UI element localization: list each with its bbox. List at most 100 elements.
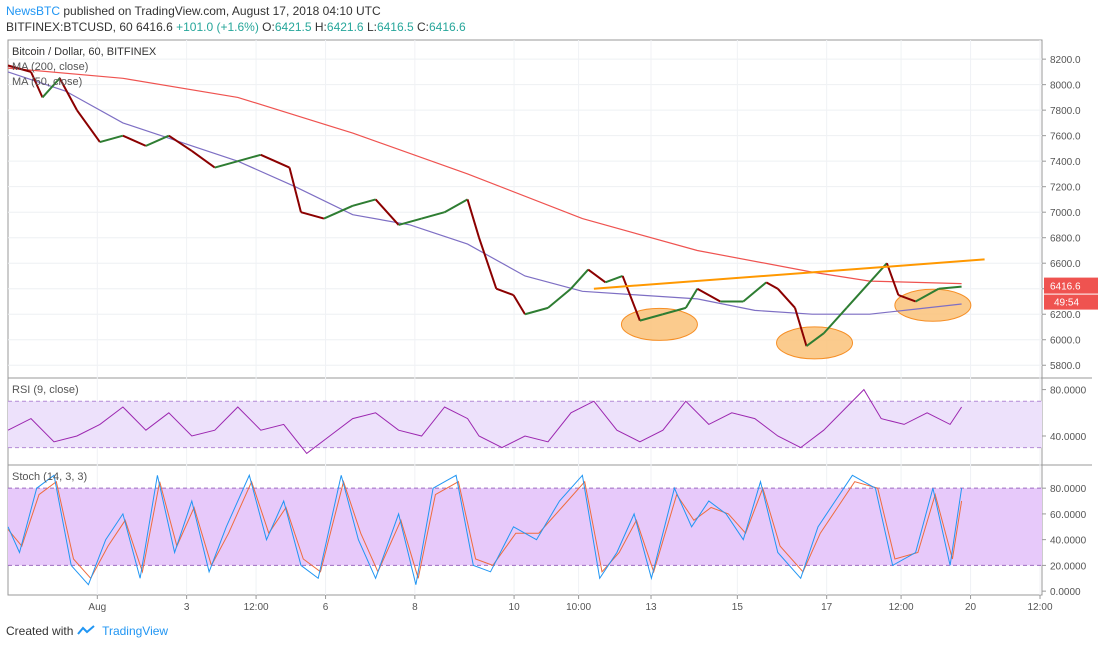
rsi-tick-label: 80.0000	[1050, 386, 1087, 397]
pattern-highlight-ellipse	[776, 326, 854, 360]
price-segment	[587, 268, 607, 284]
stoch-k-line	[7, 473, 963, 586]
close-value: 6416.6	[429, 20, 466, 34]
price-segment	[478, 237, 498, 290]
x-tick-label: 13	[645, 602, 657, 613]
rsi-line	[7, 388, 963, 455]
x-tick-label: 10	[509, 602, 521, 613]
low-label: L:	[366, 20, 377, 34]
price-tick-label: 7600.0	[1050, 132, 1081, 143]
price-segment	[794, 307, 808, 347]
price-segment	[323, 204, 354, 220]
symbol-line: BITFINEX:BTCUSD, 60 6416.6 +101.0 (+1.6%…	[6, 20, 466, 34]
countdown-label: 49:54	[1054, 298, 1079, 309]
price-segment	[466, 199, 481, 238]
x-tick-label: 12:00	[244, 602, 269, 613]
x-tick-label: 20	[965, 602, 977, 613]
stoch-tick-label: 80.0000	[1050, 484, 1087, 495]
high-value: 6421.6	[326, 20, 364, 34]
price-tick-label: 8200.0	[1050, 55, 1081, 66]
price-segment	[805, 332, 825, 347]
pattern-highlight-ellipse	[620, 307, 698, 341]
price-segment	[398, 217, 422, 226]
low-value: 6416.5	[376, 20, 414, 34]
price-segment	[41, 77, 61, 99]
x-tick-label: 6	[323, 602, 329, 613]
chart-header: NewsBTC published on TradingView.com, Au…	[0, 0, 1100, 38]
price-segment	[885, 262, 900, 296]
chart-canvas[interactable]: 8200.0 8000.0 7800.0 7600.0 7400.0 7200.0 7000…	[0, 38, 1100, 618]
price-segment	[777, 288, 796, 309]
last-price-text: 6416.6	[136, 20, 173, 34]
price-segment	[374, 198, 400, 226]
price-segment	[512, 294, 526, 315]
price-segment	[547, 287, 572, 309]
ma-legend-label: MA (200, close)	[12, 61, 88, 73]
ma50-line	[7, 71, 962, 315]
rsi-tick-label: 40.0000	[1050, 432, 1087, 443]
price-segment	[191, 150, 216, 169]
x-tick-label: 10:00	[566, 602, 591, 613]
price-tick-label: 7400.0	[1050, 157, 1081, 168]
x-tick-label: 8	[412, 602, 418, 613]
price-tick-label: 6800.0	[1050, 234, 1081, 245]
x-tick-label: 15	[732, 602, 744, 613]
tradingview-logo-icon	[76, 624, 98, 638]
price-segment	[444, 198, 469, 214]
price-segment	[495, 287, 514, 297]
stoch-tick-label: 40.0000	[1050, 536, 1087, 547]
stoch-panel-title: Stoch (14, 3, 3)	[12, 471, 87, 483]
price-segment	[237, 153, 262, 163]
x-tick-label: 12:00	[1027, 602, 1052, 613]
price-segment	[76, 109, 101, 143]
rsi-panel-title: RSI (9, close)	[12, 384, 79, 396]
price-tick-label: 5800.0	[1050, 361, 1081, 372]
price-segment	[621, 275, 641, 321]
publish-line: NewsBTC published on TradingView.com, Au…	[6, 4, 381, 18]
price-segment	[300, 211, 325, 220]
plot-frame	[7, 39, 1043, 596]
price-segment	[742, 281, 767, 303]
footer: Created with TradingView	[6, 624, 168, 638]
price-segment	[898, 294, 916, 303]
price-tick-label: 6200.0	[1050, 310, 1081, 321]
last-price-badge-label: 6416.6	[1050, 282, 1081, 293]
price-segment	[662, 306, 687, 316]
open-label: O:	[262, 20, 275, 34]
price-panel-title: Bitcoin / Dollar, 60, BITFINEX	[12, 46, 157, 58]
price-tick-label: 7000.0	[1050, 208, 1081, 219]
change-text: +101.0 (+1.6%)	[176, 20, 259, 34]
price-segment	[845, 281, 871, 309]
price-tick-label: 7200.0	[1050, 183, 1081, 194]
price-segment	[639, 313, 664, 322]
price-segment	[168, 134, 193, 152]
price-segment	[570, 268, 589, 290]
last-price-badge	[1044, 277, 1098, 294]
price-segment	[214, 160, 239, 169]
countdown-badge	[1044, 294, 1098, 310]
price-segment	[765, 281, 779, 290]
price-segment	[684, 288, 699, 309]
price-tick-label: 6600.0	[1050, 259, 1081, 270]
ma-legend-label: MA (50, close)	[12, 76, 82, 88]
rsi-band	[8, 401, 1042, 448]
stoch-tick-label: 20.0000	[1050, 561, 1087, 572]
price-tick-label: 6000.0	[1050, 336, 1081, 347]
price-segment	[30, 71, 44, 98]
high-label: H:	[314, 20, 327, 34]
price-segment	[7, 64, 32, 73]
stoch-band	[8, 488, 1042, 566]
price-segment	[99, 134, 124, 144]
tradingview-link[interactable]: TradingView	[102, 624, 169, 638]
price-segment	[421, 211, 445, 220]
author-link[interactable]: NewsBTC	[6, 4, 61, 18]
price-segment	[938, 285, 962, 290]
price-segment	[605, 275, 624, 284]
x-tick-label: 17	[821, 602, 833, 613]
created-with-text: Created with	[6, 624, 74, 638]
price-tick-label: 7800.0	[1050, 106, 1081, 117]
ma200-line	[7, 67, 962, 285]
open-value: 6421.5	[274, 20, 312, 34]
price-segment	[822, 307, 848, 335]
symbol-name: BITFINEX:BTCUSD, 60	[6, 20, 133, 34]
